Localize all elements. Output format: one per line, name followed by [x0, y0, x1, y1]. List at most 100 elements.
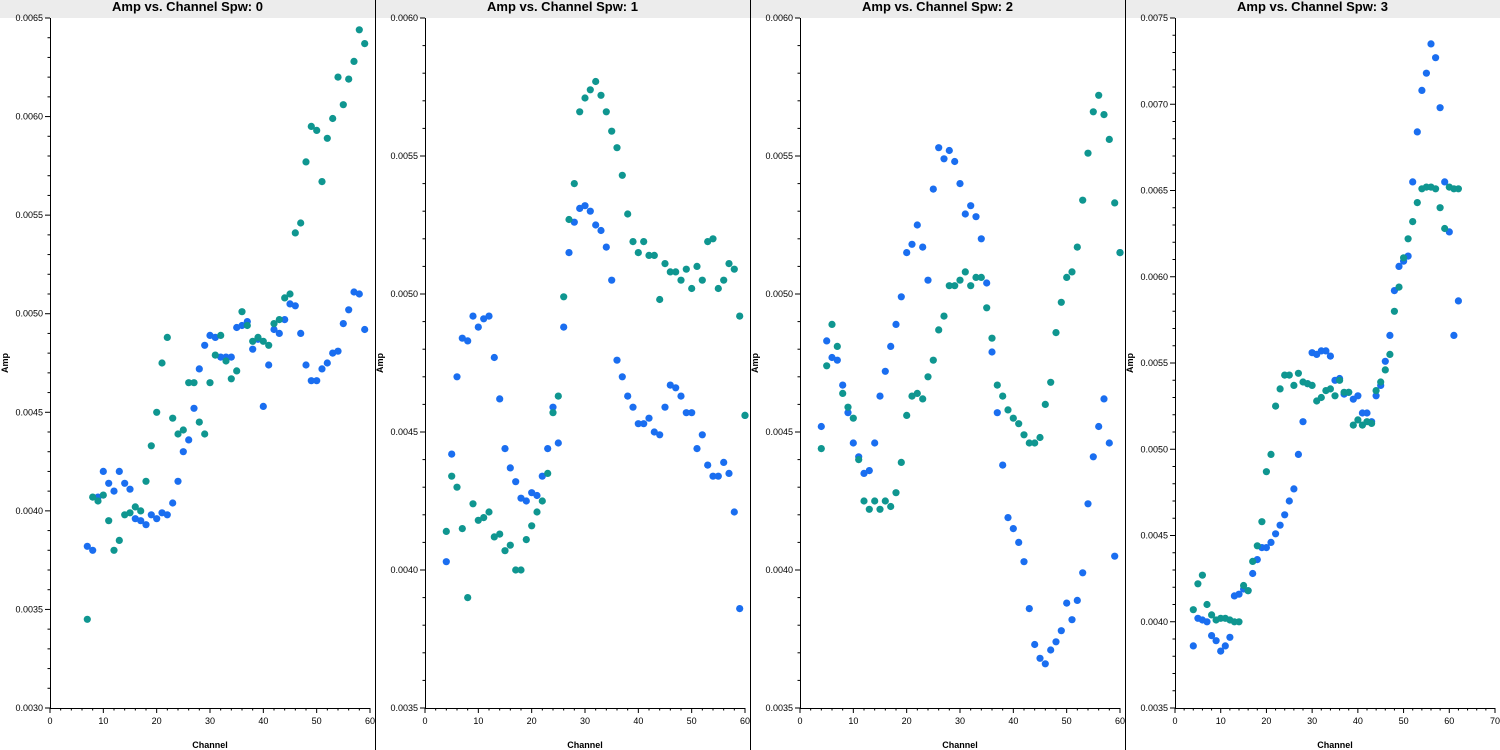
data-point: [608, 127, 616, 135]
data-point: [496, 395, 504, 403]
data-point: [1308, 381, 1316, 389]
data-point: [720, 458, 728, 466]
data-point: [725, 260, 733, 268]
data-point: [137, 507, 145, 515]
data-point: [672, 384, 680, 392]
data-point: [839, 381, 847, 389]
data-point: [1281, 511, 1289, 519]
data-point: [1004, 514, 1012, 522]
data-point: [1441, 224, 1449, 233]
data-point: [1454, 185, 1462, 193]
data-point: [185, 436, 193, 444]
data-point: [110, 546, 118, 554]
data-point: [833, 356, 841, 364]
data-point: [474, 323, 482, 331]
data-point: [919, 243, 927, 251]
data-point: [1095, 422, 1103, 431]
data-point: [1381, 357, 1389, 365]
x-tick-label: 30: [955, 716, 965, 726]
data-point: [538, 497, 546, 505]
data-point: [720, 276, 728, 284]
data-point: [645, 414, 653, 422]
x-tick-label: 0: [1172, 716, 1177, 726]
data-point: [1422, 69, 1430, 77]
data-point: [211, 351, 219, 359]
data-point: [355, 26, 363, 34]
y-tick-label: 0.0055: [390, 151, 418, 161]
series-1: [83, 26, 369, 623]
data-point: [999, 392, 1007, 400]
data-point: [908, 240, 916, 248]
data-point: [297, 219, 305, 227]
data-point: [185, 379, 193, 387]
series-0: [442, 202, 749, 613]
data-point: [881, 497, 889, 505]
y-tick-label: 0.0035: [1140, 703, 1168, 713]
data-point: [839, 389, 847, 397]
data-point: [238, 321, 246, 330]
data-point: [1041, 400, 1049, 408]
data-point: [286, 290, 294, 298]
y-tick-label: 0.0045: [1140, 531, 1168, 541]
x-tick-label: 10: [473, 716, 483, 726]
x-tick-label: 20: [152, 716, 162, 726]
data-point: [131, 515, 139, 523]
data-point: [464, 337, 472, 345]
data-point: [634, 249, 642, 257]
data-point: [823, 362, 831, 370]
data-point: [892, 489, 900, 497]
data-point: [828, 320, 836, 328]
data-point: [929, 185, 937, 193]
data-point: [903, 411, 911, 419]
data-point: [1015, 538, 1023, 547]
x-tick-label: 0: [797, 716, 802, 726]
data-point: [935, 144, 943, 152]
data-point: [1294, 450, 1302, 458]
data-point: [533, 491, 541, 500]
data-point: [1025, 605, 1033, 613]
data-point: [1036, 433, 1044, 442]
data-point: [860, 497, 868, 505]
data-point: [924, 373, 932, 381]
y-tick-label: 0.0050: [765, 289, 793, 299]
data-point: [1418, 86, 1426, 94]
x-tick-label: 60: [740, 716, 750, 726]
data-point: [892, 320, 900, 328]
data-point: [291, 302, 299, 310]
data-point: [570, 180, 578, 188]
data-point: [1345, 388, 1353, 396]
data-point: [624, 210, 632, 218]
data-point: [1432, 54, 1440, 62]
data-point: [474, 516, 482, 524]
data-point: [688, 409, 696, 417]
data-point: [275, 316, 283, 324]
data-point: [528, 522, 536, 530]
data-point: [919, 395, 927, 403]
data-point: [469, 500, 477, 508]
data-point: [865, 467, 873, 475]
data-point: [592, 77, 600, 86]
y-tick-label: 0.0035: [15, 604, 43, 614]
data-point: [903, 249, 911, 257]
data-point: [1004, 406, 1012, 414]
data-point: [1272, 530, 1280, 538]
data-point: [99, 491, 107, 499]
data-point: [464, 594, 472, 602]
data-point: [174, 477, 182, 485]
data-point: [1400, 254, 1408, 262]
data-point: [977, 273, 985, 281]
y-tick-label: 0.0065: [1140, 186, 1168, 196]
data-point: [961, 210, 969, 218]
data-point: [458, 525, 466, 533]
data-point: [195, 365, 203, 373]
y-tick-label: 0.0055: [765, 151, 793, 161]
x-tick-label: 10: [848, 716, 858, 726]
y-tick-label: 0.0045: [765, 427, 793, 437]
data-point: [714, 284, 722, 293]
data-point: [1089, 108, 1097, 116]
data-point: [105, 517, 113, 525]
data-point: [1336, 376, 1344, 384]
data-point: [1258, 518, 1266, 526]
data-point: [602, 243, 610, 251]
data-point: [682, 409, 690, 417]
